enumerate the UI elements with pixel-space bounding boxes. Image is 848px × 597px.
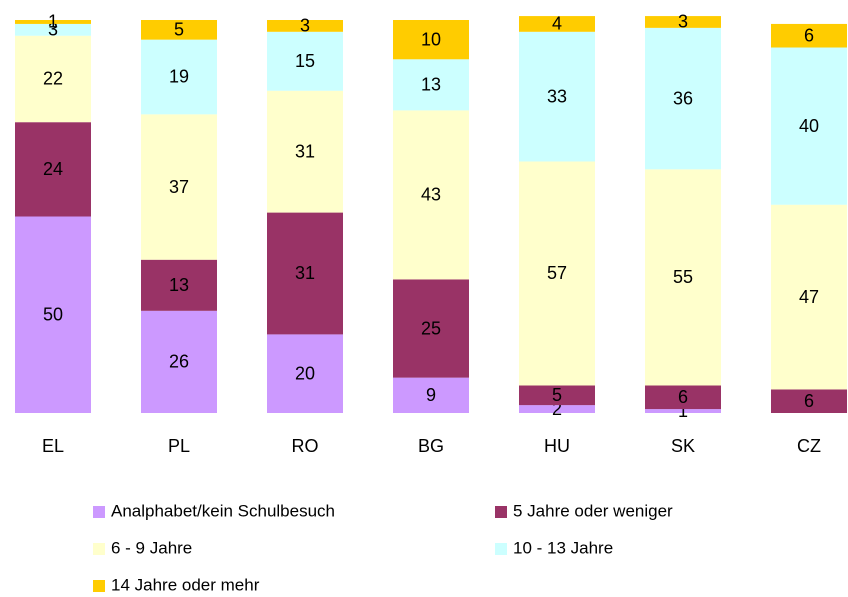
bar-segment (771, 47, 847, 205)
value-label: 33 (547, 86, 567, 106)
x-tick-label: CZ (797, 436, 821, 456)
value-label: 20 (295, 363, 315, 383)
x-tick-label: RO (292, 436, 319, 456)
value-label: 1 (678, 401, 688, 421)
value-label: 10 (421, 29, 441, 49)
bar-segment (771, 389, 847, 413)
value-label: 31 (295, 141, 315, 161)
x-tick-label: PL (168, 436, 190, 456)
value-label: 50 (43, 305, 63, 325)
bar-segment (393, 377, 469, 413)
bar-segment (771, 23, 847, 48)
bar-segment (267, 31, 343, 91)
legend-label: 10 - 13 Jahre (513, 538, 613, 557)
bar-segment (15, 216, 91, 413)
bar-segment (645, 16, 721, 28)
legend-swatch (93, 580, 105, 592)
bar-segment (519, 385, 595, 406)
value-label: 9 (426, 385, 436, 405)
value-label: 55 (673, 267, 693, 287)
value-label: 47 (799, 287, 819, 307)
value-label: 57 (547, 263, 567, 283)
bar-segment (141, 39, 217, 115)
bar-segment (15, 23, 91, 36)
bar-segment (771, 204, 847, 390)
bar-segment (15, 20, 91, 24)
x-tick-label: EL (42, 436, 64, 456)
value-label: 26 (169, 352, 189, 372)
value-label: 6 (804, 25, 814, 45)
bar-segment (141, 310, 217, 413)
bar-segment (393, 20, 469, 60)
x-tick-label: SK (671, 436, 695, 456)
bar-segment (645, 27, 721, 170)
value-label: 2 (552, 399, 562, 419)
bar-segment (267, 90, 343, 213)
value-label: 1 (48, 12, 58, 32)
x-tick-label: HU (544, 436, 570, 456)
bar-segment (519, 161, 595, 386)
bar-segment (519, 16, 595, 32)
value-label: 19 (169, 67, 189, 87)
value-label: 31 (295, 263, 315, 283)
bar-segment (267, 20, 343, 32)
legend-swatch (93, 506, 105, 518)
value-label: 3 (678, 12, 688, 32)
bar-segment (519, 31, 595, 162)
legend-swatch (93, 543, 105, 555)
bar-segment (15, 122, 91, 217)
value-label: 13 (421, 75, 441, 95)
value-label: 36 (673, 88, 693, 108)
bar-segment (141, 20, 217, 40)
value-label: 4 (552, 14, 562, 34)
bar-segment (645, 169, 721, 386)
bar-segment (267, 334, 343, 413)
bar-segment (15, 35, 91, 123)
value-label: 6 (678, 387, 688, 407)
x-tick-label: BG (418, 436, 444, 456)
value-label: 22 (43, 69, 63, 89)
value-label: 5 (174, 20, 184, 40)
value-label: 40 (799, 116, 819, 136)
value-label: 5 (552, 385, 562, 405)
value-label: 3 (48, 20, 58, 40)
bar-segment (393, 59, 469, 111)
legend-swatch (495, 506, 507, 518)
legend-label: 6 - 9 Jahre (111, 538, 192, 557)
value-label: 24 (43, 159, 63, 179)
bar-segment (141, 114, 217, 260)
value-label: 6 (804, 391, 814, 411)
bar-segment (519, 405, 595, 413)
value-label: 15 (295, 51, 315, 71)
bar-segment (267, 212, 343, 335)
legend-label: 14 Jahre oder mehr (111, 575, 260, 594)
bar-segment (645, 385, 721, 410)
legend-swatch (495, 543, 507, 555)
bar-segment (393, 110, 469, 280)
value-label: 37 (169, 177, 189, 197)
bar-segment (645, 409, 721, 413)
value-label: 3 (300, 16, 310, 36)
bar-segment (141, 259, 217, 311)
legend-label: 5 Jahre oder weniger (513, 501, 673, 520)
value-label: 43 (421, 185, 441, 205)
value-label: 13 (169, 275, 189, 295)
legend-label: Analphabet/kein Schulbesuch (111, 501, 335, 520)
bar-segment (393, 279, 469, 378)
value-label: 25 (421, 318, 441, 338)
